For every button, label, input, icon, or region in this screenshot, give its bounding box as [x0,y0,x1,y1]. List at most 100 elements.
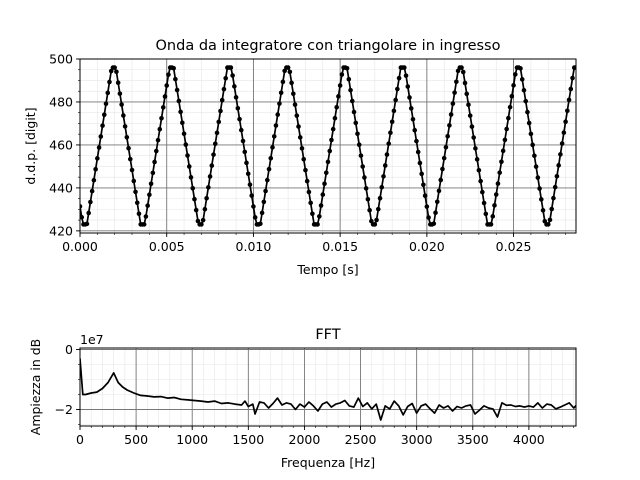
data-point [183,142,189,147]
time-chart-ticks: 0.000 0.005 0.010 0.015 0.020 0.025 420 440 460 4… [49,52,566,254]
data-point [384,152,390,157]
y-tick-label: 0 [65,342,73,357]
data-point [356,142,362,148]
data-point [221,86,227,92]
data-point [202,206,208,212]
data-point [355,131,360,137]
data-point [523,98,529,104]
data-point [245,171,251,177]
data-point [122,124,128,129]
data-point [265,177,270,183]
data-point [320,192,326,197]
data-point [391,108,397,114]
data-point [178,109,183,115]
data-point [440,166,445,172]
data-point [230,73,235,78]
data-point [86,210,91,216]
data-point [434,199,440,205]
data-point [459,65,464,70]
data-point [233,95,239,100]
data-point [134,200,140,206]
x-tick-label: 0.020 [409,239,445,254]
data-point [372,222,378,227]
data-point [147,192,152,198]
data-point [367,207,372,213]
data-point [89,188,95,194]
data-point [389,119,395,125]
data-point [426,215,431,220]
data-point [379,184,385,190]
data-point [145,203,150,208]
fft-chart-title: FFT [315,327,340,343]
data-point [160,105,166,110]
data-point [407,95,412,100]
time-domain-chart: Onda da integratore con triangolare in i… [23,38,577,277]
data-point [180,120,185,126]
data-point [126,145,131,151]
data-point [271,134,277,139]
data-point [261,199,267,205]
data-point [330,126,336,132]
data-point [96,145,102,150]
data-point [346,76,352,82]
data-point [322,181,327,186]
data-point [310,211,315,217]
data-point [499,159,504,165]
data-point [500,148,506,154]
data-point [441,155,447,161]
data-point [258,221,263,227]
data-point [244,160,249,166]
data-point [143,214,149,219]
data-point [200,217,206,223]
data-point [259,210,265,216]
data-point [478,178,483,184]
data-point [93,166,98,172]
data-point [238,127,244,133]
data-point [493,192,499,197]
data-point [381,174,386,179]
data-point [422,193,428,198]
data-point [377,195,383,201]
data-point [395,86,400,92]
x-tick-label: 0.025 [496,239,532,254]
data-point [467,113,473,118]
data-point [454,79,459,85]
data-point [415,149,421,155]
data-point [278,90,284,96]
data-point [339,72,345,77]
data-point [266,166,272,172]
data-point [247,182,253,187]
data-point [344,66,350,71]
data-point [103,101,109,107]
data-point [464,91,470,97]
data-point [480,189,485,195]
data-point [212,141,218,147]
x-tick-label: 3500 [457,432,489,447]
data-point [206,185,211,190]
data-point [176,98,182,104]
data-point [558,152,563,157]
x-tick-label: 0.015 [322,239,358,254]
data-point [507,104,513,110]
data-point [452,90,457,95]
data-point [114,69,119,75]
data-point [209,163,215,168]
data-point [365,196,371,202]
data-point [157,126,163,132]
x-tick-label: 2000 [289,432,321,447]
data-point [568,86,574,92]
data-point [526,120,532,126]
fft-chart: FFT 1e7 0 500 1000 1500 2000 2500 3000 3500 4000… [28,327,577,470]
data-point [513,72,518,77]
data-point [518,66,523,71]
data-point [249,193,254,198]
data-point [561,130,567,135]
data-point [540,208,546,213]
data-point [382,163,388,168]
data-point [573,65,576,70]
time-chart-title: Onda da integratore con triangolare in i… [156,38,501,54]
data-point [334,104,339,110]
data-point [188,175,194,180]
x-tick-label: 500 [124,432,148,447]
x-tick-label: 0.005 [149,239,185,254]
